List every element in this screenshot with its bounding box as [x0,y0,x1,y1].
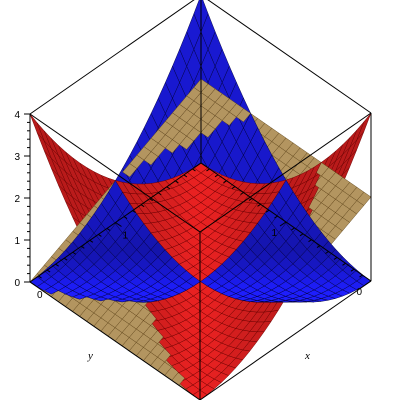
box-edge [29,0,195,115]
tick-mark [175,180,179,184]
axis-labels: x y [87,350,310,362]
tick-mark [240,192,244,195]
tick-mark [46,269,51,273]
tick-mark [140,204,145,208]
tick-mark [364,280,372,286]
z-tick-label: 3 [14,152,20,163]
box-edge [29,281,201,400]
tick-mark [63,257,68,261]
box-edge [29,113,201,233]
tick-mark [350,268,355,272]
tick-mark [342,262,346,266]
y-tick-label: 0 [356,287,362,298]
tick-mark [89,239,94,243]
tick-mark [325,251,329,254]
tick-mark [98,233,102,237]
axis-ticks: 0 1 0 1 0 1 2 3 4 [14,110,372,301]
red-surface-patch [29,113,45,142]
box-edge [199,280,372,400]
x-tick-label: 0 [37,290,43,301]
tick-mark [291,227,295,231]
red-surface-patch [356,112,372,141]
tick-mark [279,221,287,227]
tick-mark [231,186,236,190]
y-axis-label: y [87,350,93,362]
x-tick-label: 1 [123,231,129,242]
z-tick-label: 4 [14,110,20,121]
y-tick-label: 1 [271,228,277,239]
surfaces-layer [29,0,372,400]
tick-mark [316,245,321,249]
tick-mark [265,209,270,213]
tick-mark [299,233,304,237]
z-tick-label: 0 [14,278,20,289]
tick-mark [194,162,202,168]
tick-mark [248,197,253,201]
box-edge [199,112,372,233]
z-tick-label: 2 [14,194,20,205]
tick-mark [359,274,363,278]
tick-mark [206,168,210,172]
tick-mark [192,168,196,172]
tick-mark [123,216,128,219]
x-axis-label: x [304,350,310,362]
tick-mark [132,210,136,214]
z-tick-label: 1 [14,236,20,247]
tick-mark [72,251,77,255]
tick-mark [55,263,59,267]
tick-mark [38,275,42,279]
tick-mark [333,256,338,260]
tick-mark [214,174,219,178]
tick-mark [308,239,312,243]
tick-mark [115,222,122,227]
tick-mark [81,245,85,249]
box-edge [207,0,372,114]
tick-mark [200,162,208,168]
tick-mark [223,180,227,184]
tick-mark [29,281,37,287]
tick-mark [149,198,153,202]
tick-mark [274,215,278,219]
tick-mark [106,228,111,231]
surface-patches [29,0,372,400]
tick-mark [183,174,188,178]
tick-mark [257,203,261,207]
tick-mark [157,192,162,196]
tick-mark [166,186,171,190]
